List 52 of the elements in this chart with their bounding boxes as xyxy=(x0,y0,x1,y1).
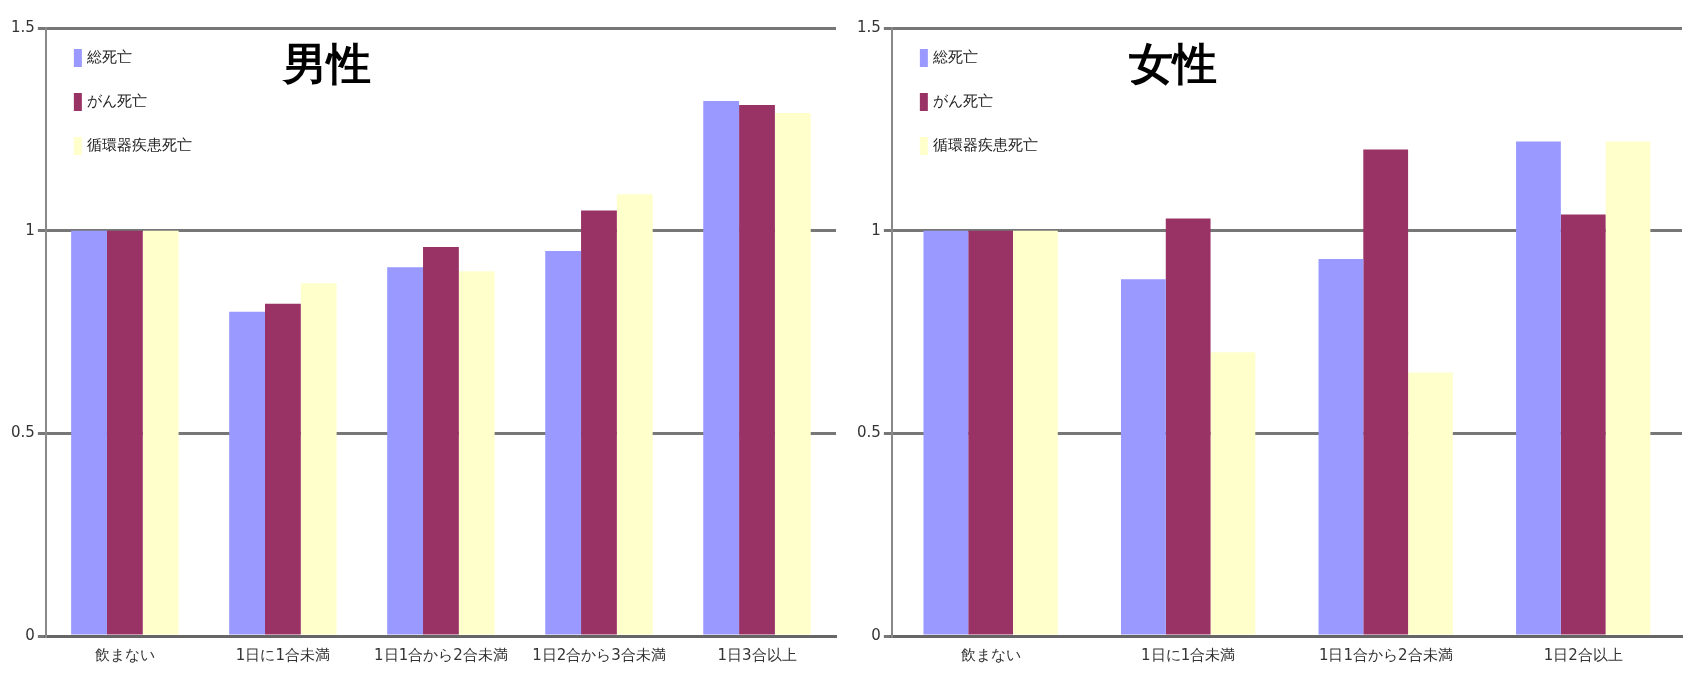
legend-label: 総死亡 xyxy=(85,47,132,66)
legend-label: 循環器疾患死亡 xyxy=(86,135,192,154)
legend-label: がん死亡 xyxy=(86,91,147,110)
bar xyxy=(545,250,582,635)
x-tick-label: 1日1合から2合未満 xyxy=(374,645,508,664)
bar xyxy=(458,271,495,635)
y-tick-label: 1 xyxy=(25,220,35,239)
x-tick-label: 1日に1合未満 xyxy=(235,645,330,664)
legend-label: 総死亡 xyxy=(931,47,978,66)
x-tick-label: 1日1合から2合未満 xyxy=(1318,645,1453,664)
bar xyxy=(264,303,301,635)
bar xyxy=(423,246,459,635)
legend-label: がん死亡 xyxy=(932,91,993,110)
bar xyxy=(1408,372,1453,635)
legend-label: 循環器疾患死亡 xyxy=(932,135,1038,154)
bar xyxy=(581,210,617,635)
y-tick-label: 0.5 xyxy=(857,423,881,442)
bar xyxy=(1013,230,1058,635)
x-tick-label: 1日に1合未満 xyxy=(1141,645,1236,664)
chart-title: 女性 xyxy=(1128,38,1217,90)
bar xyxy=(774,113,811,635)
bar xyxy=(1165,218,1211,635)
bar xyxy=(739,105,775,635)
y-tick-label: 1 xyxy=(871,220,881,239)
y-tick-label: 0.5 xyxy=(11,423,35,442)
x-tick-label: 飲まない xyxy=(94,645,155,664)
bar xyxy=(1560,214,1606,635)
y-tick-label: 1.5 xyxy=(11,17,35,36)
bar xyxy=(1605,141,1651,635)
bar xyxy=(387,267,424,635)
y-tick-label: 0 xyxy=(871,625,881,644)
bar xyxy=(1121,279,1166,635)
bar xyxy=(1363,149,1409,635)
bar xyxy=(923,230,969,635)
bar xyxy=(703,100,740,635)
bar xyxy=(1318,259,1364,635)
bar xyxy=(71,230,107,635)
chart-title: 男性 xyxy=(280,38,371,90)
bar xyxy=(106,230,143,635)
bar xyxy=(300,283,337,635)
y-tick-label: 1.5 xyxy=(857,17,881,36)
x-tick-label: 1日2合以上 xyxy=(1543,645,1623,664)
x-tick-label: 飲まない xyxy=(960,645,1021,664)
bar xyxy=(1210,352,1256,635)
x-tick-label: 1日3合以上 xyxy=(717,645,797,664)
bar xyxy=(1516,141,1561,635)
y-tick-label: 0 xyxy=(25,625,35,644)
bar xyxy=(229,311,265,635)
bar xyxy=(616,194,653,635)
bar xyxy=(142,230,179,635)
x-tick-label: 1日2合から3合未満 xyxy=(532,645,666,664)
bar xyxy=(968,230,1014,635)
